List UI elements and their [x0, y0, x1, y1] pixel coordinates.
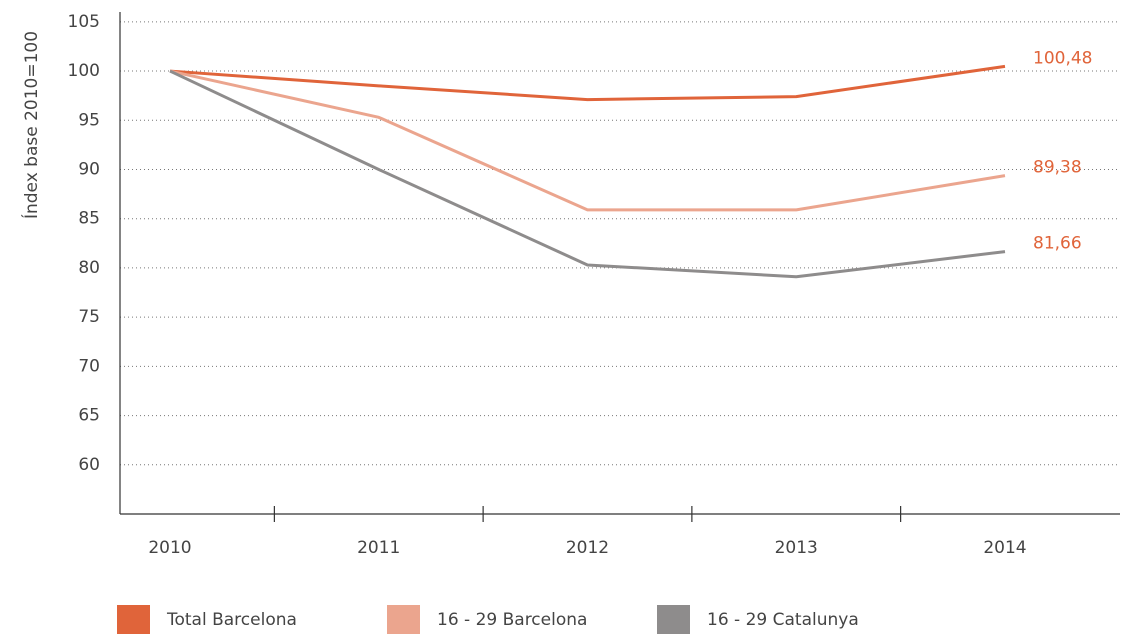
x-tick-label: 2014 — [983, 538, 1026, 558]
y-tick-label: 65 — [78, 406, 100, 426]
legend-label: 16 - 29 Barcelona — [437, 610, 587, 630]
x-tick-label: 2013 — [775, 538, 818, 558]
legend-swatch — [117, 605, 150, 634]
data-label: 100,48 — [1033, 48, 1092, 68]
y-tick-label: 80 — [78, 258, 100, 278]
x-tick-label: 2011 — [357, 538, 400, 558]
y-tick-label: 75 — [78, 307, 100, 327]
x-tick-label: 2012 — [566, 538, 609, 558]
data-label: 89,38 — [1033, 158, 1082, 178]
y-tick-label: 100 — [68, 61, 100, 81]
y-tick-label: 105 — [68, 12, 100, 32]
y-tick-label: 85 — [78, 209, 100, 229]
y-tick-label: 70 — [78, 356, 100, 376]
legend-label: 16 - 29 Catalunya — [707, 610, 859, 630]
series-line — [169, 64, 1006, 102]
y-tick-label: 90 — [78, 159, 100, 179]
series-line — [169, 69, 1006, 212]
legend-swatch — [387, 605, 420, 634]
x-tick-label: 2010 — [148, 538, 191, 558]
data-label: 81,66 — [1033, 234, 1082, 254]
y-tick-label: 95 — [78, 110, 100, 130]
y-axis-title: Índex base 2010=100 — [20, 31, 42, 219]
legend-swatch — [657, 605, 690, 634]
legend-label: Total Barcelona — [166, 610, 297, 630]
series-line — [169, 69, 1006, 279]
y-tick-label: 60 — [78, 455, 100, 475]
